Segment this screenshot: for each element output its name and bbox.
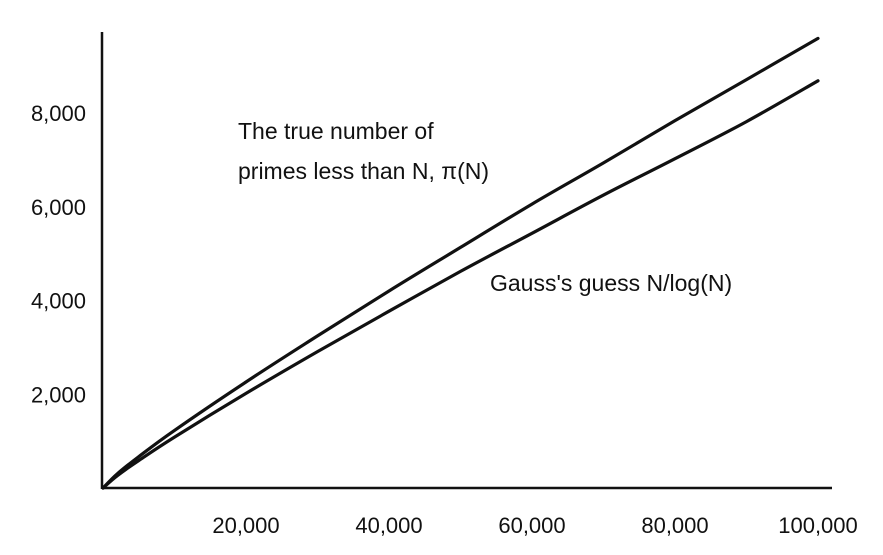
y-tick-label: 4,000	[31, 289, 86, 314]
x-tick-label: 60,000	[498, 513, 565, 538]
true-count-annotation-line-1: The true number of	[238, 118, 434, 144]
tick-labels: 20,000 40,000 60,000 80,000 100,000 2,000 4,00…	[31, 101, 858, 538]
series-lines	[101, 36, 820, 490]
y-tick-label: 2,000	[31, 382, 86, 407]
y-tick-label: 8,000	[31, 101, 86, 126]
true-count-annotation-line-2: primes less than N, π(N)	[238, 158, 489, 184]
annotations: The true number of primes less than N, π…	[238, 118, 732, 296]
x-tick-label: 20,000	[212, 513, 279, 538]
x-tick-label: 80,000	[641, 513, 708, 538]
axes	[100, 32, 832, 490]
gauss-guess-annotation: Gauss's guess N/log(N)	[490, 270, 732, 296]
y-tick-label: 6,000	[31, 195, 86, 220]
x-tick-label: 40,000	[355, 513, 422, 538]
gauss-estimate-line	[101, 79, 820, 490]
x-tick-label: 100,000	[778, 513, 858, 538]
true-prime-count-line	[101, 36, 820, 490]
